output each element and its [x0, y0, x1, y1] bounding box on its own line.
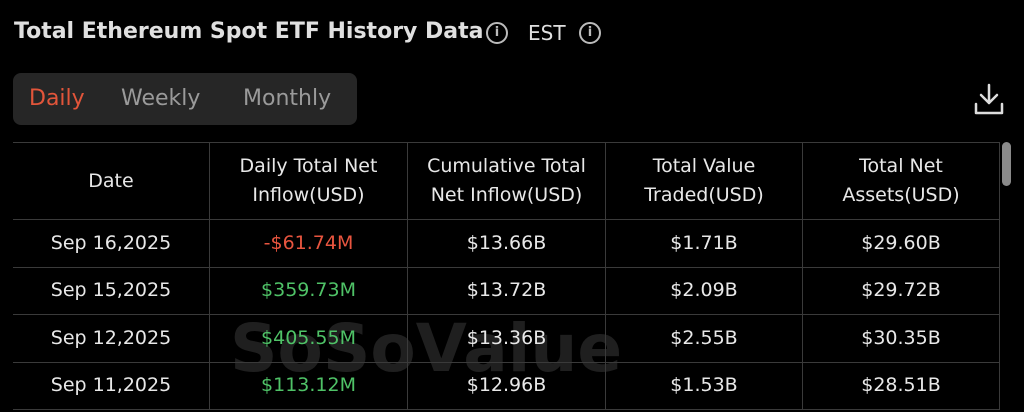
info-icon[interactable]: i — [486, 22, 508, 44]
column-header: Daily Total Net Inflow(USD) — [210, 142, 408, 220]
table-cell: $29.72B — [803, 267, 1000, 315]
scrollbar[interactable] — [1002, 142, 1011, 186]
table-cell: $30.35B — [803, 315, 1000, 363]
table-cell: $29.60B — [803, 220, 1000, 268]
watermark: SoSoValue — [230, 310, 623, 387]
column-header: Date — [13, 142, 210, 220]
tab-bar: Daily Weekly Monthly — [13, 73, 357, 125]
info-icon[interactable]: i — [579, 22, 601, 44]
table-cell: $2.09B — [606, 267, 803, 315]
tab[interactable]: Monthly — [243, 86, 332, 111]
table-cell: $1.71B — [606, 220, 803, 268]
table-cell: $405.55M — [210, 315, 408, 363]
table-cell: $13.36B — [408, 315, 606, 363]
table-cell: Sep 12,2025 — [13, 315, 210, 363]
table-cell: Sep 15,2025 — [13, 267, 210, 315]
table-cell: -$61.74M — [210, 220, 408, 268]
tab[interactable]: Daily — [29, 86, 85, 111]
data-table: Date Daily Total Net Inflow(USD) Cumulativ… — [13, 142, 1000, 412]
page: Total Ethereum Spot ETF History Data i E… — [13, 19, 1011, 410]
table-cell: $359.73M — [210, 267, 408, 315]
table-cell: $2.55B — [606, 315, 803, 363]
table-cell: $13.72B — [408, 267, 606, 315]
column-header: Total Value Traded(USD) — [606, 142, 803, 220]
table-cell: Sep 16,2025 — [13, 220, 210, 268]
timezone: EST — [528, 21, 566, 45]
column-header: Cumulative Total Net Inflow(USD) — [408, 142, 606, 220]
download-button[interactable] — [972, 82, 1006, 116]
tab[interactable]: Weekly — [121, 86, 201, 111]
title: Total Ethereum Spot ETF History Data — [14, 19, 484, 44]
table-cell: $13.66B — [408, 220, 606, 268]
column-header: Total Net Assets(USD) — [803, 142, 1000, 220]
